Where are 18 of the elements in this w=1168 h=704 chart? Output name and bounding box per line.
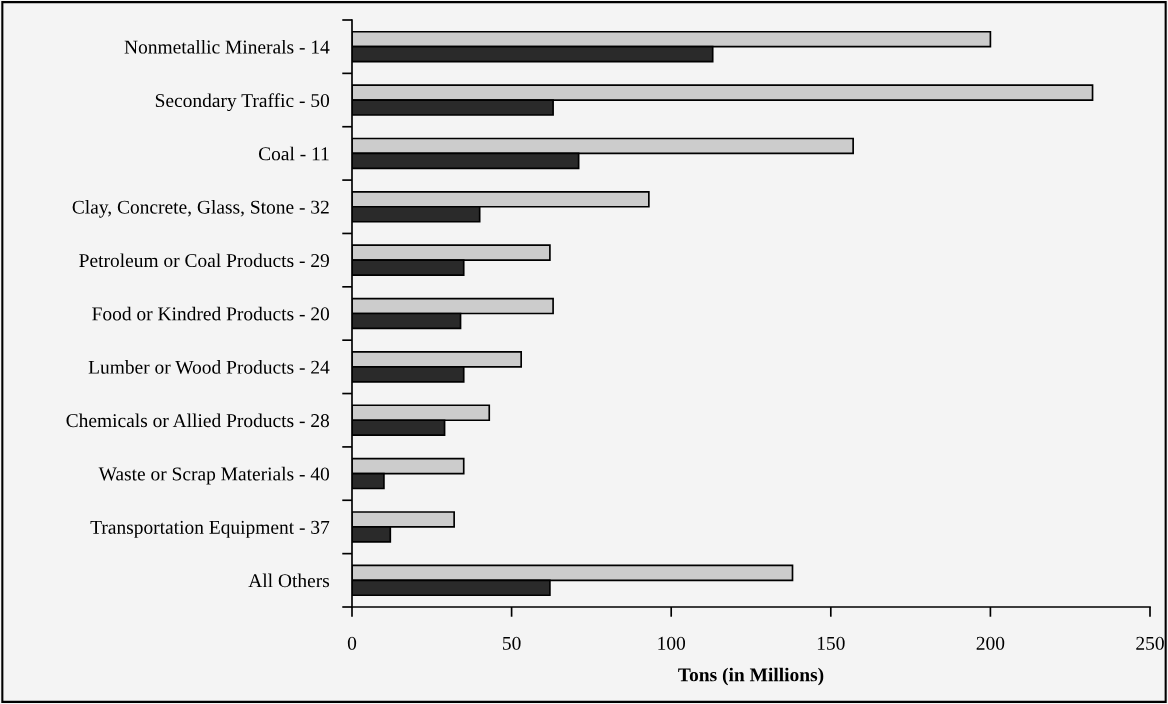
y-tick-label: Nonmetallic Minerals - 14 [124,39,330,54]
x-tick-label: 0 [347,636,357,650]
x-tick-label: 250 [1136,636,1164,650]
y-tick-label: Chemicals or Allied Products - 28 [66,413,330,428]
x-axis-title: Tons (in Millions) [678,667,824,686]
x-tick-label: 100 [658,636,686,650]
x-tick-label: 200 [976,636,1005,650]
x-tick-label: 50 [503,636,521,650]
y-tick-label: Waste or Scrap Materials - 40 [98,466,330,485]
y-tick-label: Transportation Equipment - 37 [90,520,330,538]
x-tick-label: 150 [817,636,845,650]
y-tick-label: All Others [248,573,330,588]
y-tick-label: Secondary Traffic - 50 [155,93,330,112]
y-tick-label: Food or Kindred Products - 20 [92,306,330,321]
y-tick-label: Coal - 11 [258,146,329,161]
y-tick-label: Clay, Concrete, Glass, Stone - 32 [72,200,329,218]
y-tick-label: Petroleum or Coal Products - 29 [79,253,329,268]
y-tick-label: Lumber or Wood Products - 24 [88,360,330,374]
